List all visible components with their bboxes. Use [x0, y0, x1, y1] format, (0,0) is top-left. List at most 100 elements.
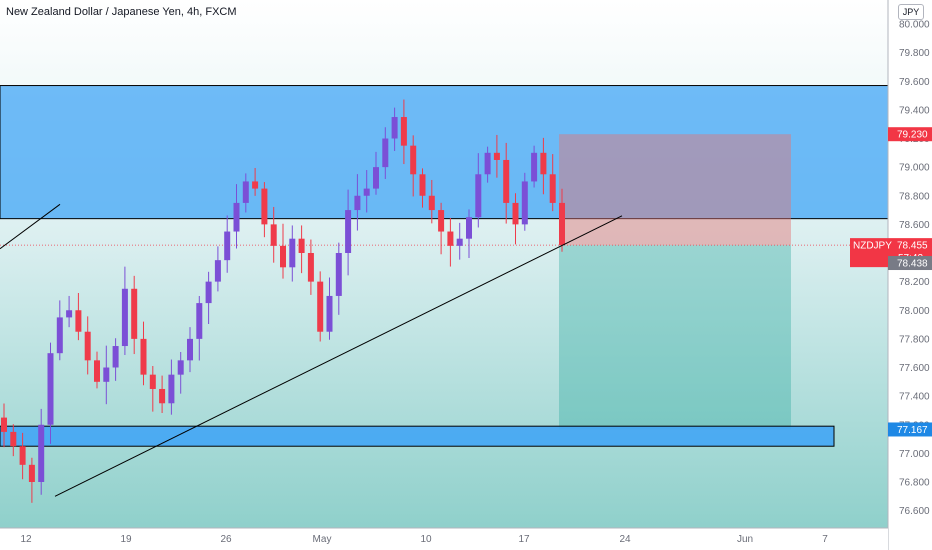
time-tick-label: 12 — [20, 534, 32, 545]
candle-body — [196, 303, 203, 339]
price-tick-label: 76.600 — [899, 506, 930, 517]
candle-body — [261, 188, 268, 225]
stop-loss-zone[interactable] — [559, 134, 791, 246]
trendline-short[interactable] — [0, 203, 61, 250]
candle-body — [66, 310, 73, 318]
time-tick-label: 19 — [120, 534, 132, 545]
price-tick-label: 79.400 — [899, 105, 930, 116]
candle-body — [224, 231, 231, 261]
candle-body — [47, 353, 54, 425]
candle-body — [10, 431, 17, 447]
target-high-badge — [888, 127, 932, 142]
candle-body — [140, 338, 147, 375]
bid-label: 78.438 — [897, 259, 928, 270]
candle-body — [307, 253, 314, 282]
price-tick-label: 78.800 — [899, 191, 930, 202]
price-tick-label: 77.400 — [899, 392, 930, 403]
candle-body — [84, 331, 91, 361]
candle-body — [205, 281, 212, 304]
time-tick-label: 10 — [420, 534, 432, 545]
price-tick-label: 78.000 — [899, 306, 930, 317]
time-tick-label: 24 — [619, 534, 631, 545]
price-tick-label: 77.000 — [899, 449, 930, 460]
target-low-label: 77.167 — [897, 425, 928, 436]
candle-body — [363, 188, 370, 196]
candle-body — [531, 152, 538, 182]
price-tick-label: 79.600 — [899, 77, 930, 88]
support-zone[interactable] — [0, 425, 835, 447]
time-tick-label: 17 — [518, 534, 530, 545]
candle-body — [159, 388, 166, 404]
price-tick-label: 77.600 — [899, 363, 930, 374]
candle-body — [149, 374, 156, 389]
time-tick-label: May — [313, 534, 332, 545]
candle-body — [19, 446, 26, 465]
candle-body — [410, 145, 417, 175]
candle-body — [456, 238, 463, 246]
candle-body — [326, 295, 333, 332]
candle-body — [354, 195, 361, 211]
candle-body — [103, 367, 110, 382]
candle-body — [345, 210, 352, 253]
time-axis[interactable] — [0, 528, 888, 550]
candle-body — [503, 159, 510, 203]
candle-body — [512, 202, 519, 225]
candle-body — [438, 210, 445, 232]
candle-body — [521, 181, 528, 225]
candle-body — [391, 117, 398, 139]
target-high-label: 79.230 — [897, 130, 928, 141]
price-tick-label: 76.800 — [899, 478, 930, 489]
candle-body — [75, 310, 82, 332]
time-tick-label: 7 — [822, 534, 828, 545]
target-low-badge — [888, 422, 932, 437]
currency-button[interactable]: JPY — [898, 4, 924, 20]
price-axis[interactable] — [888, 0, 932, 550]
candle-body — [373, 167, 379, 189]
candle-body — [400, 117, 407, 146]
time-tick-label: 26 — [220, 534, 232, 545]
candle-body — [94, 360, 100, 382]
candle-body — [484, 152, 491, 175]
candle-body — [121, 288, 128, 347]
candle-body — [38, 424, 45, 482]
price-tick-label: 80.000 — [899, 20, 930, 31]
resistance-zone[interactable] — [0, 85, 889, 220]
price-tick-label: 78.600 — [899, 220, 930, 231]
price-tick-label: 79.000 — [899, 163, 930, 174]
candle-body — [475, 174, 482, 218]
candle-body — [242, 181, 249, 203]
candle-body — [447, 231, 454, 246]
bid-badge — [888, 256, 932, 271]
candle-body — [270, 224, 277, 246]
candle-body — [493, 152, 500, 160]
candle-body — [289, 238, 296, 268]
candle-body — [56, 317, 63, 354]
candle-body — [428, 195, 435, 211]
candle-body — [112, 346, 119, 368]
time-tick-label: Jun — [737, 534, 753, 545]
candle-body — [419, 174, 426, 196]
price-tick-label: 78.200 — [899, 277, 930, 288]
price-tick-label: 79.800 — [899, 48, 930, 59]
candle-body — [214, 260, 221, 282]
candle-body — [1, 417, 7, 432]
candle-body — [335, 253, 342, 296]
candle-body — [559, 202, 565, 246]
take-profit-zone[interactable] — [559, 245, 791, 430]
last-price-label: 78.455 — [897, 241, 928, 252]
trendline[interactable] — [54, 215, 623, 497]
candle-body — [540, 152, 547, 175]
candle-body — [187, 338, 193, 361]
candle-body — [382, 138, 389, 168]
candle-body — [233, 202, 240, 232]
candle-body — [280, 245, 286, 268]
candle-body — [549, 174, 556, 203]
candle-body — [252, 181, 259, 189]
candle-body — [168, 374, 175, 404]
candle-body — [466, 217, 472, 239]
candle-body — [298, 238, 305, 253]
price-tick-label: 77.800 — [899, 334, 930, 345]
candle-body — [177, 360, 184, 375]
